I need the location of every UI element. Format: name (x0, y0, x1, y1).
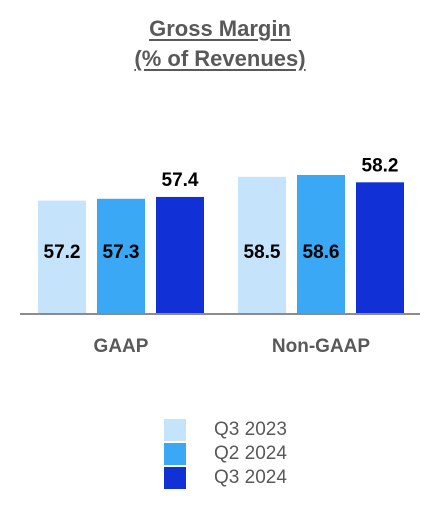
legend-item: Q3 2024 (164, 467, 287, 489)
legend-swatch (164, 443, 186, 465)
data-label: 57.3 (103, 242, 140, 263)
bar (97, 198, 145, 314)
legend-item: Q3 2023 (164, 419, 287, 441)
legend-label: Q3 2023 (214, 419, 287, 440)
data-label: 58.6 (303, 242, 340, 263)
data-label: 58.5 (244, 242, 281, 263)
data-label: 57.4 (162, 170, 199, 191)
bar (356, 182, 404, 314)
legend-swatch (164, 467, 186, 489)
legend-label: Q2 2024 (214, 443, 287, 464)
legend-item: Q2 2024 (164, 443, 287, 465)
bar (38, 200, 86, 314)
data-label: 57.2 (44, 242, 81, 263)
chart-subtitle: (% of Revenues) (134, 46, 306, 71)
legend-swatch (164, 419, 186, 441)
bar (297, 175, 345, 314)
bar (238, 176, 286, 314)
bar (156, 196, 204, 314)
data-label: 58.2 (362, 155, 399, 176)
category-label: Non-GAAP (272, 336, 370, 357)
category-label: GAAP (94, 336, 149, 357)
chart-title: Gross Margin (149, 16, 291, 41)
legend-label: Q3 2024 (214, 467, 287, 488)
